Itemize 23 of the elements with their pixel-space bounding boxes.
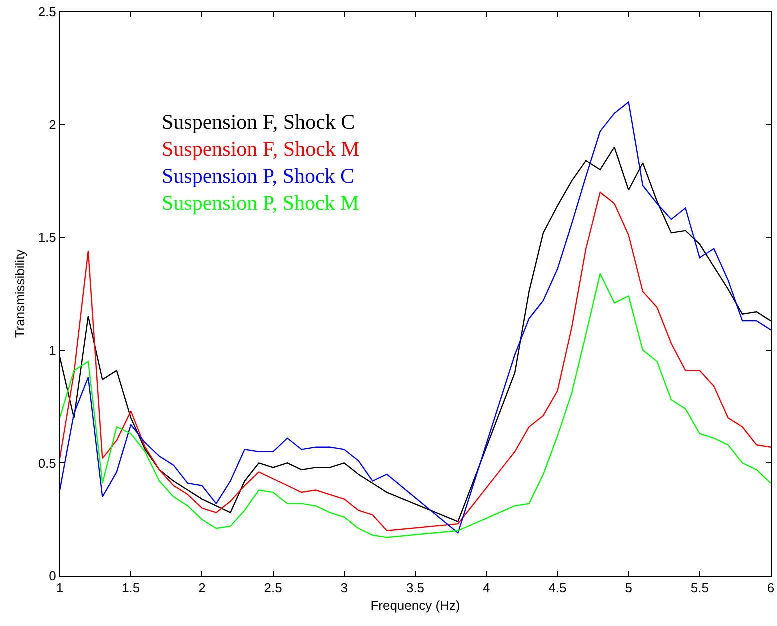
y-axis-title: Transmissibility xyxy=(12,249,28,338)
x-tick-label: 3 xyxy=(340,580,348,596)
y-tick-label: 1 xyxy=(49,342,56,358)
y-tick-label: 2.5 xyxy=(38,4,56,20)
x-tick-label: 1.5 xyxy=(122,580,140,596)
x-tick-label: 4.5 xyxy=(548,580,567,596)
x-axis-title: Frequency (Hz) xyxy=(370,598,460,614)
y-tick-label: 0.5 xyxy=(38,456,56,471)
y-tick-label: 2 xyxy=(49,117,56,132)
y-tick-label: 0 xyxy=(49,568,56,584)
x-tick-label: 2 xyxy=(198,580,206,596)
x-tick-label: 6 xyxy=(767,580,775,596)
y-tick-label: 1.5 xyxy=(38,230,56,246)
text: Suspension P, Shock M xyxy=(162,191,360,215)
x-tick-label: 3.5 xyxy=(406,580,425,596)
line-series xyxy=(60,273,771,538)
x-tick-label: 4 xyxy=(482,580,490,596)
text: Suspension P, Shock C xyxy=(162,164,355,188)
x-tick-label: 2.5 xyxy=(264,580,282,596)
text: Suspension F, Shock M xyxy=(162,137,360,161)
x-tick-label: 5 xyxy=(625,580,632,596)
text: Suspension F, Shock C xyxy=(162,110,356,134)
x-tick-label: 5.5 xyxy=(690,580,709,596)
